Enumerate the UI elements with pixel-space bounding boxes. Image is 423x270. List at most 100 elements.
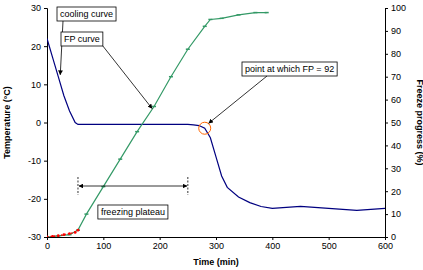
marker (265, 12, 269, 14)
marker (74, 231, 77, 234)
y2-axis: 0 10 20 30 40 50 60 70 80 90 100 (385, 3, 406, 242)
tick-mark (44, 199, 47, 200)
marker (47, 236, 48, 237)
tick-label: 30 (391, 164, 401, 174)
bracket-end (187, 177, 188, 195)
marker (253, 12, 257, 14)
marker (68, 232, 71, 235)
tick-mark (44, 161, 47, 162)
tick-label: 0 (391, 232, 396, 242)
tick: 400 (265, 237, 280, 251)
arrow (60, 21, 63, 75)
tick-mark (44, 8, 47, 9)
tick: 0 (36, 118, 47, 128)
tick-mark (44, 237, 47, 238)
axis-line (44, 9, 48, 238)
annotation: cooling curve (57, 7, 116, 21)
tick-label: 600 (378, 241, 393, 251)
tick-label: 100 (391, 3, 406, 13)
tick: 100 (96, 237, 111, 251)
x-axis-title: Time (min) (193, 257, 238, 267)
tick-label: 60 (391, 95, 401, 105)
tick-mark (216, 237, 217, 240)
tick-label: 400 (265, 241, 280, 251)
tick-mark (44, 84, 47, 85)
annotation-box (61, 32, 103, 46)
tick: 80 (385, 49, 401, 59)
series-line (47, 230, 78, 237)
marker (135, 131, 139, 133)
tick-label: 70 (391, 72, 401, 82)
marker (152, 106, 156, 108)
tick-mark (44, 123, 47, 124)
tick: 10 (385, 209, 401, 219)
tick-label: 300 (209, 241, 224, 251)
tick: 70 (385, 72, 401, 82)
tick-mark (272, 237, 273, 240)
highlight-circle (199, 122, 211, 134)
tick: 20 (385, 187, 401, 197)
x-axis: 0 100 200 300 400 500 600 (45, 237, 393, 251)
marker (203, 26, 207, 28)
tick-mark (385, 31, 388, 32)
marker (76, 229, 80, 231)
tick-label: -20 (28, 194, 41, 204)
tick: 10 (31, 80, 47, 90)
tick-mark (385, 8, 388, 9)
tick-mark (385, 54, 388, 55)
tick-label: 10 (31, 80, 41, 90)
marker (56, 235, 60, 237)
tick-label: 200 (153, 241, 168, 251)
tick-mark (385, 237, 388, 238)
tick-mark (385, 214, 388, 215)
tick-label: 90 (391, 26, 401, 36)
tick-mark (160, 237, 161, 240)
tick-label: 40 (391, 141, 401, 151)
tick: 40 (385, 141, 401, 151)
series-line (47, 39, 385, 211)
tick: -20 (28, 194, 47, 204)
tick-label: 20 (391, 187, 401, 197)
marker (47, 236, 49, 237)
tick: 50 (385, 118, 401, 128)
series-line (47, 13, 267, 237)
annotation-text: point at which FP = 92 (245, 64, 334, 74)
tick-label: 20 (31, 42, 41, 52)
annotation-box (242, 62, 337, 76)
tick-label: 0 (45, 241, 50, 251)
tick-label: 10 (391, 209, 401, 219)
tick: 30 (385, 164, 401, 174)
marker (63, 233, 66, 236)
axis-line (48, 238, 386, 241)
marker (57, 234, 60, 237)
annotation-box (57, 7, 116, 21)
annotation-text: cooling curve (60, 9, 113, 19)
marker (208, 19, 212, 21)
tick: 300 (209, 237, 224, 251)
plot: 0100200300400500600-30-20-10010203001020… (28, 3, 406, 251)
axis-line (386, 9, 389, 238)
tick: 0 (385, 232, 396, 242)
tick-mark (329, 237, 330, 240)
arrow (79, 186, 187, 187)
tick-mark (385, 100, 388, 101)
tick: 500 (322, 237, 337, 251)
tick-label: 50 (391, 118, 401, 128)
y-axis: -30-20-100102030 (28, 3, 48, 242)
tick: 90 (385, 26, 401, 36)
arrow (209, 76, 267, 123)
marker (51, 235, 54, 237)
marker (220, 18, 224, 20)
series-group (47, 13, 385, 237)
tick-mark (385, 145, 388, 146)
tick-mark (103, 237, 104, 240)
tick: 0 (45, 237, 50, 251)
tick-label: 30 (31, 3, 41, 13)
tick-mark (44, 46, 47, 47)
marker (118, 158, 122, 160)
tick: -10 (28, 156, 47, 166)
annotation-box (98, 205, 168, 219)
tick-label: 100 (96, 241, 111, 251)
y-axis-title: Temperature (°C) (2, 86, 12, 158)
tick-mark (385, 191, 388, 192)
